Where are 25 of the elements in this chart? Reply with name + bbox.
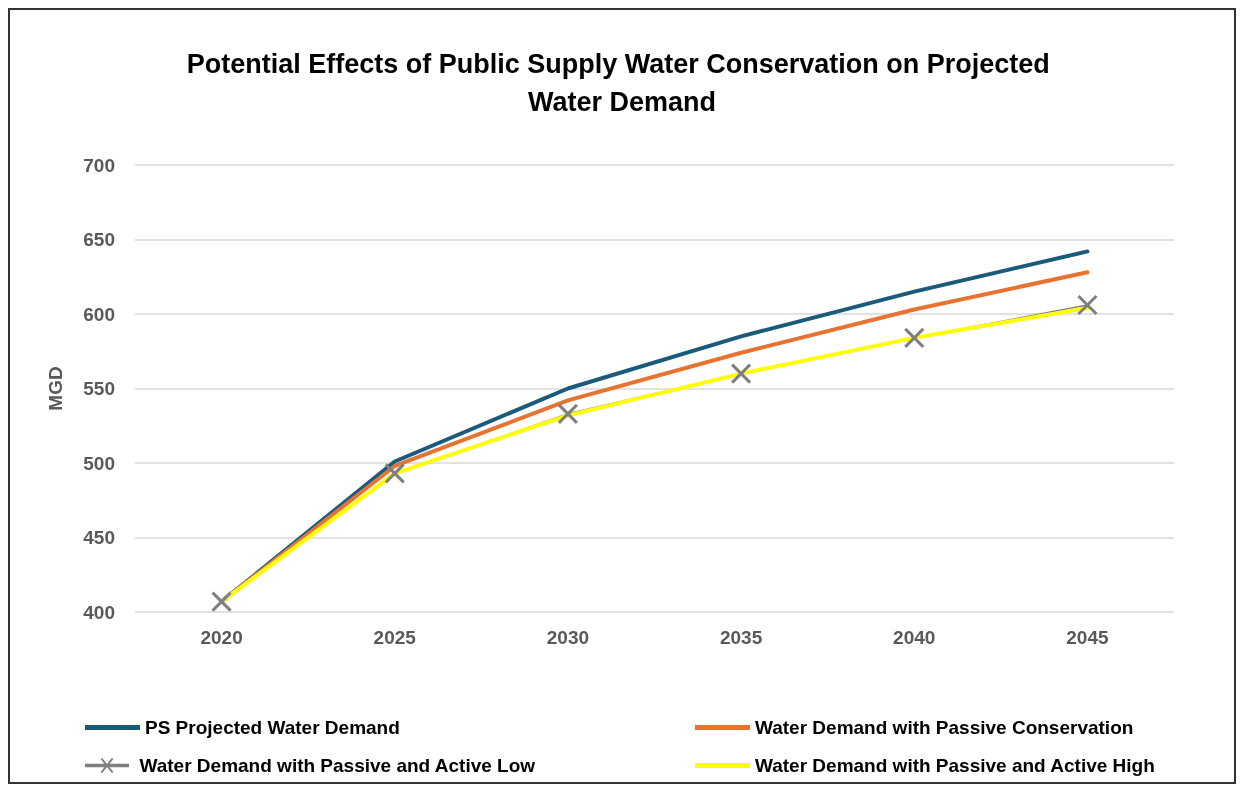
x-tick-label: 2030 — [546, 627, 590, 648]
x-tick-label: 2025 — [373, 627, 417, 648]
x-tick-label: 2035 — [719, 627, 763, 648]
legend-label: Water Demand with Passive and Active High — [755, 755, 1155, 776]
legend-label: Water Demand with Passive Conservation — [755, 717, 1134, 738]
y-tick-label: 400 — [83, 601, 115, 623]
y-tick-label: 600 — [83, 303, 115, 325]
point — [211, 591, 233, 613]
point — [903, 327, 925, 349]
point — [730, 363, 752, 385]
y-axis-title: MGD — [45, 366, 66, 411]
chart-title: Potential Effects of Public Supply Water Conservation on Projected Water Demand — [186, 49, 1058, 117]
x-tick-label: 2040 — [893, 627, 936, 648]
legend-label: PS Projected Water Demand — [145, 717, 400, 738]
point — [557, 403, 579, 425]
x-tick-label: 2045 — [1066, 627, 1109, 648]
y-tick-label: 500 — [83, 452, 115, 474]
y-tick-label: 550 — [83, 378, 115, 399]
x-tick-label: 2020 — [200, 627, 243, 648]
legend-label: Water Demand with Passive and Active Low — [139, 755, 536, 776]
point — [384, 462, 406, 484]
y-tick-label: 700 — [83, 154, 115, 176]
point — [1076, 294, 1098, 316]
y-tick-label: 650 — [83, 229, 115, 250]
y-tick-label: 450 — [83, 527, 115, 548]
